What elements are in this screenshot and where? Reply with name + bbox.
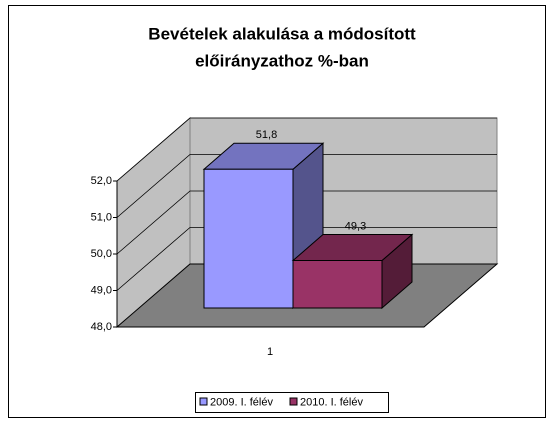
legend-swatch	[199, 397, 208, 406]
y-tick-label: 52,0	[91, 175, 112, 187]
legend-swatch	[289, 397, 298, 406]
y-tick-label: 50,0	[91, 248, 112, 260]
grid-line	[116, 227, 497, 291]
chart-title: Bevételek alakulása a módosított	[148, 24, 416, 43]
bar-front	[292, 260, 383, 309]
x-tick-label: 1	[267, 346, 273, 358]
y-tick-label: 48,0	[91, 321, 112, 333]
grid-line	[116, 190, 497, 255]
y-tick-label: 49,0	[91, 284, 112, 296]
y-tick-label: 51,0	[91, 211, 112, 223]
legend-label: 2010. I. félév	[300, 396, 363, 408]
bar-front	[203, 168, 294, 309]
data-label: 49,3	[345, 220, 366, 232]
data-label: 51,8	[256, 129, 277, 141]
chart-title: előirányzathoz %-ban	[195, 51, 369, 70]
bar	[291, 233, 414, 310]
grid-line	[116, 117, 497, 182]
grid-line	[116, 154, 497, 218]
legend-label: 2009. I. félév	[210, 396, 273, 408]
